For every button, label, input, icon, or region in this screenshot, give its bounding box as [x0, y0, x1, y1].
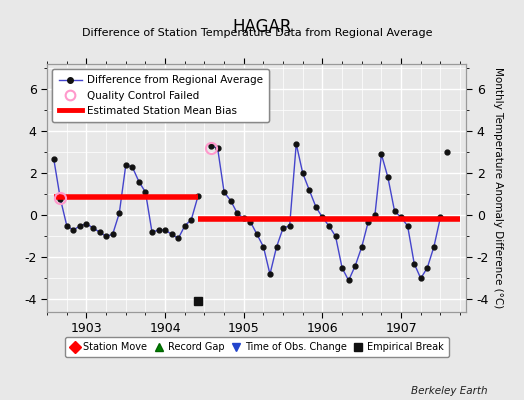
Legend: Difference from Regional Average, Quality Control Failed, Estimated Station Mean: Difference from Regional Average, Qualit…: [52, 69, 269, 122]
Title: Difference of Station Temperature Data from Regional Average: Difference of Station Temperature Data f…: [82, 28, 432, 38]
Y-axis label: Monthly Temperature Anomaly Difference (°C): Monthly Temperature Anomaly Difference (…: [493, 67, 503, 309]
Text: HAGAR: HAGAR: [232, 18, 292, 36]
Text: Berkeley Earth: Berkeley Earth: [411, 386, 487, 396]
Legend: Station Move, Record Gap, Time of Obs. Change, Empirical Break: Station Move, Record Gap, Time of Obs. C…: [65, 338, 449, 357]
